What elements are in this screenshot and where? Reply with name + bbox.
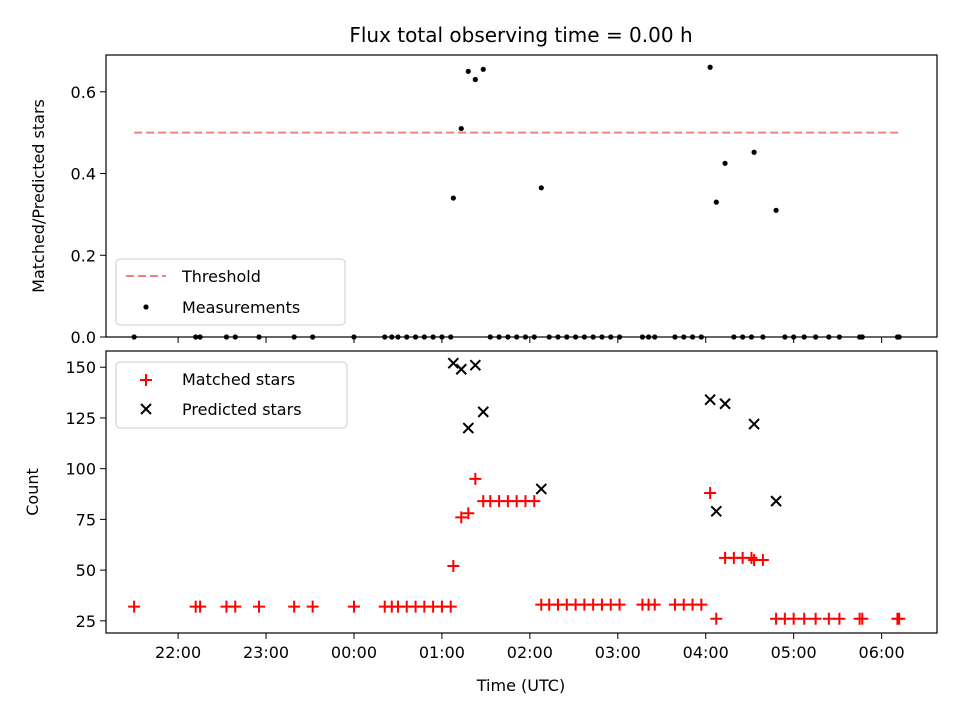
matched-stars-points bbox=[128, 472, 906, 625]
time-x-tick-label: 04:00 bbox=[683, 643, 729, 662]
chart-title: Flux total observing time = 0.00 h bbox=[349, 23, 692, 47]
legend-matched-swatch bbox=[140, 374, 152, 386]
predicted-star-point bbox=[770, 495, 782, 507]
matched-star-point bbox=[833, 612, 846, 625]
legend-matched-label: Matched stars bbox=[182, 370, 295, 389]
count-panel: Count Time (UTC) 25 50 75 100 125 150 22:00 23… bbox=[23, 350, 938, 695]
matched-star-point bbox=[128, 600, 141, 613]
matched-star-point bbox=[787, 612, 800, 625]
count-plot-frame bbox=[105, 350, 938, 634]
matched-star-point bbox=[798, 612, 811, 625]
time-x-ticks: 22:00 23:00 00:00 01:00 02:00 03:00 04:00 05:00… bbox=[155, 633, 905, 662]
legend-measurements-label: Measurements bbox=[182, 298, 300, 317]
matched-star-point bbox=[444, 600, 457, 613]
predicted-star-point bbox=[477, 406, 489, 418]
measurement-point bbox=[450, 195, 456, 201]
matched-star-point bbox=[447, 560, 460, 573]
predicted-star-point bbox=[710, 505, 722, 517]
legend-threshold-label: Threshold bbox=[181, 267, 261, 286]
matched-star-point bbox=[745, 551, 758, 564]
legend-predicted-label: Predicted stars bbox=[182, 400, 302, 419]
ratio-plot-frame bbox=[105, 54, 938, 338]
matched-star-point bbox=[469, 472, 482, 485]
count-y-tick-label: 25 bbox=[76, 612, 96, 631]
measurement-point bbox=[480, 66, 486, 72]
matched-star-point bbox=[347, 600, 360, 613]
measurement-point bbox=[773, 207, 779, 213]
measurement-point bbox=[707, 64, 713, 70]
count-y-tick-label: 100 bbox=[65, 460, 96, 479]
count-legend: Matched stars Predicted stars bbox=[115, 361, 348, 429]
count-legend-box bbox=[115, 361, 348, 429]
matched-star-point bbox=[893, 612, 906, 625]
time-x-tick-label: 01:00 bbox=[419, 643, 465, 662]
time-x-tick-label: 00:00 bbox=[331, 643, 377, 662]
matched-star-point bbox=[710, 612, 723, 625]
time-x-tick-label: 23:00 bbox=[243, 643, 289, 662]
ratio-y-tick-label: 0.2 bbox=[71, 246, 96, 265]
time-x-tick-label: 22:00 bbox=[155, 643, 201, 662]
ratio-legend-box bbox=[115, 258, 346, 326]
matched-star-point bbox=[856, 612, 869, 625]
ratio-panel: Flux total observing time = 0.00 h Match… bbox=[29, 23, 938, 347]
predicted-star-point bbox=[535, 483, 547, 495]
predicted-star-point bbox=[748, 418, 760, 430]
ratio-y-tick-label: 0.0 bbox=[71, 328, 96, 347]
measurement-point bbox=[538, 185, 544, 191]
time-x-tick-label: 05:00 bbox=[771, 643, 817, 662]
ratio-legend: Threshold Measurements bbox=[115, 258, 346, 326]
predicted-star-point bbox=[704, 393, 716, 406]
count-y-tick-label: 50 bbox=[76, 561, 96, 580]
matched-star-point bbox=[288, 600, 301, 613]
count-y-axis-label: Count bbox=[23, 468, 42, 516]
matched-star-point bbox=[648, 598, 661, 611]
predicted-star-point bbox=[447, 357, 460, 369]
predicted-star-point bbox=[469, 359, 482, 371]
ratio-y-ticks: 0.0 0.2 0.4 0.6 bbox=[71, 83, 106, 347]
measurement-point bbox=[722, 160, 728, 166]
time-x-tick-label: 06:00 bbox=[859, 643, 905, 662]
time-x-tick-label: 03:00 bbox=[595, 643, 641, 662]
matched-star-point bbox=[809, 612, 822, 625]
matched-star-point bbox=[229, 600, 242, 613]
count-y-tick-label: 125 bbox=[65, 409, 96, 428]
predicted-star-point bbox=[462, 422, 475, 434]
matched-star-point bbox=[695, 598, 708, 611]
ratio-y-tick-label: 0.6 bbox=[71, 83, 96, 102]
ratio-y-tick-label: 0.4 bbox=[71, 165, 96, 184]
matched-star-point bbox=[253, 600, 266, 613]
matched-star-point bbox=[306, 600, 319, 613]
matched-star-point bbox=[704, 487, 717, 500]
count-y-ticks: 25 50 75 100 125 150 bbox=[65, 358, 106, 631]
measurement-point bbox=[751, 149, 757, 155]
matched-star-point bbox=[756, 553, 769, 566]
ratio-y-axis-label: Matched/Predicted stars bbox=[29, 99, 48, 293]
predicted-star-point bbox=[719, 398, 731, 410]
predicted-stars-points bbox=[447, 357, 782, 517]
time-x-axis-label: Time (UTC) bbox=[476, 676, 565, 695]
measurement-point bbox=[713, 199, 719, 205]
matched-star-point bbox=[194, 600, 207, 613]
count-y-tick-label: 150 bbox=[65, 358, 96, 377]
count-y-tick-label: 75 bbox=[76, 510, 96, 529]
legend-measurements-swatch bbox=[143, 304, 149, 310]
matched-star-point bbox=[613, 598, 626, 611]
measurement-point bbox=[472, 76, 478, 83]
measurement-point bbox=[458, 125, 464, 132]
predicted-star-point bbox=[455, 363, 467, 375]
matched-star-point bbox=[455, 511, 468, 524]
matched-star-point bbox=[822, 612, 835, 625]
matched-star-point bbox=[528, 495, 541, 508]
matched-star-point bbox=[462, 507, 475, 520]
legend-predicted-swatch bbox=[140, 403, 152, 415]
time-x-tick-label: 02:00 bbox=[507, 643, 553, 662]
measurement-point bbox=[465, 68, 471, 74]
